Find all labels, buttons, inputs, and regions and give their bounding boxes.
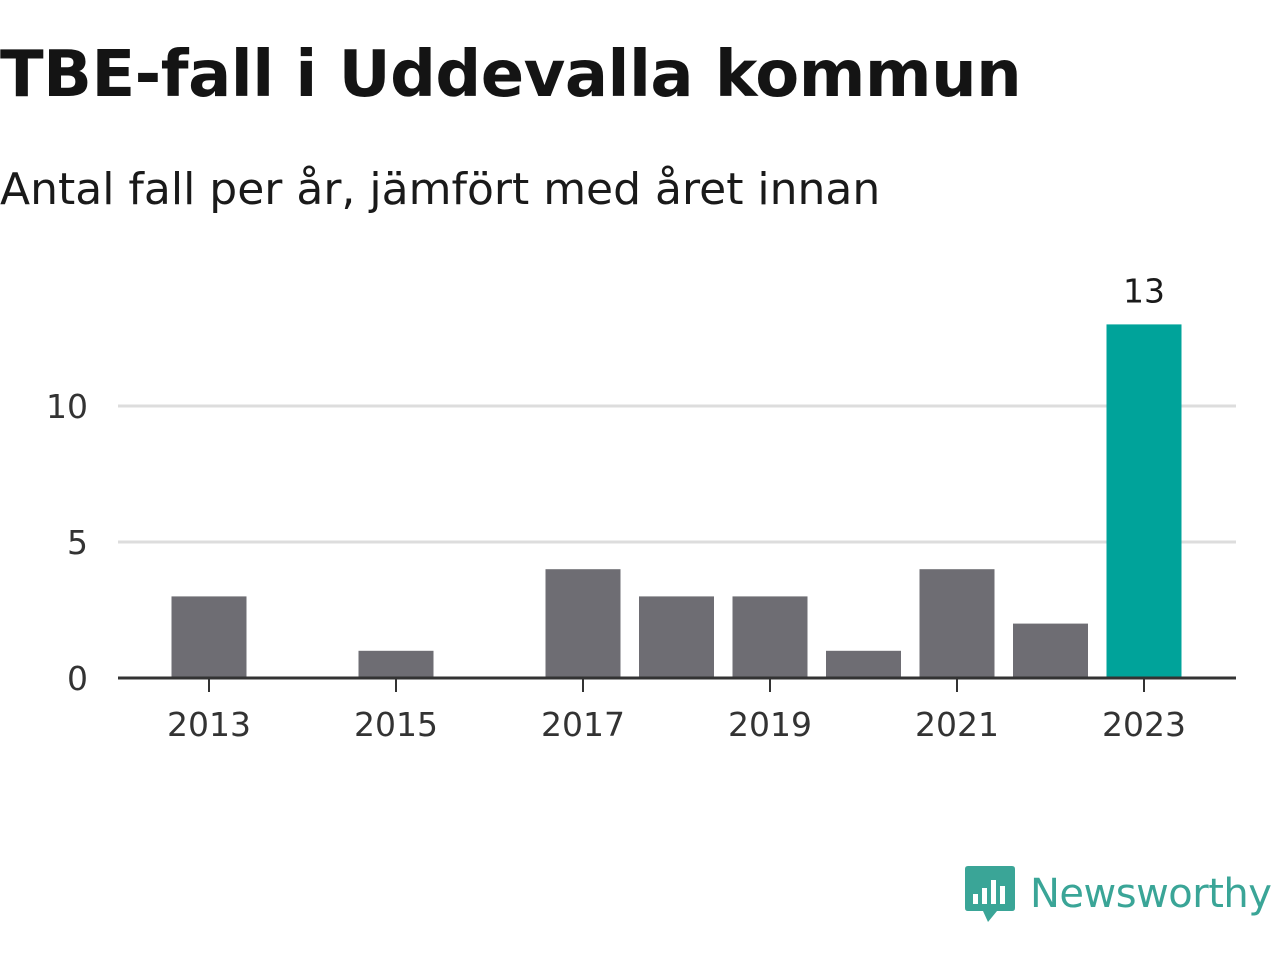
x-tick-label-2023: 2023 — [1102, 705, 1186, 744]
value-labels: 13 — [1123, 271, 1165, 310]
x-tick-label-2017: 2017 — [541, 705, 625, 744]
newsworthy-chat-bar-icon — [965, 866, 1015, 922]
x-axis — [118, 676, 1236, 692]
bar-2019 — [732, 596, 808, 678]
chart-subtitle: Antal fall per år, jämfört med året inna… — [0, 164, 881, 215]
y-tick-label: 10 — [46, 387, 88, 426]
bar-2023 — [1106, 324, 1182, 678]
x-tick-label-2015: 2015 — [354, 705, 438, 744]
bar-2015 — [358, 650, 434, 678]
brand-name: Newsworthy — [1030, 871, 1272, 917]
value-label-2023: 13 — [1123, 271, 1165, 310]
gridlines — [118, 404, 1236, 544]
x-tick-label-2019: 2019 — [728, 705, 812, 744]
bar-2020 — [826, 650, 901, 678]
bar-chart: 0 5 10 2013 2015 2017 2019 2021 2023 13 — [46, 271, 1236, 744]
x-axis-labels: 2013 2015 2017 2019 2021 2023 — [167, 705, 1186, 744]
x-tick-label-2021: 2021 — [915, 705, 999, 744]
chart-title: TBE-fall i Uddevalla kommun — [0, 38, 1022, 112]
bar-2021 — [919, 569, 995, 678]
bar-2017 — [545, 569, 621, 678]
bars — [171, 324, 1182, 678]
x-tick-label-2013: 2013 — [167, 705, 251, 744]
bar-2018 — [639, 596, 714, 678]
brand-logo: Newsworthy — [964, 862, 1272, 926]
y-tick-label: 5 — [67, 523, 88, 562]
y-tick-label: 0 — [67, 659, 88, 698]
bar-2013 — [171, 596, 247, 678]
bar-2022 — [1013, 623, 1088, 678]
y-axis-labels: 0 5 10 — [46, 387, 88, 698]
